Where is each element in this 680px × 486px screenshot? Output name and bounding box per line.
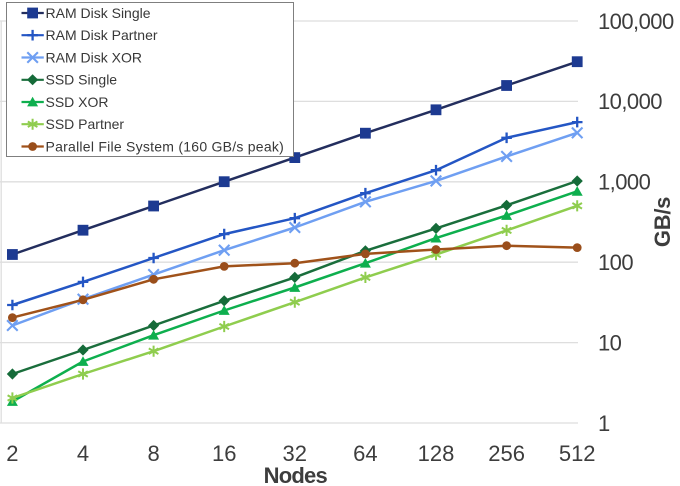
svg-text:2: 2 [6,441,18,466]
svg-text:Nodes: Nodes [264,463,328,486]
svg-text:SSD Single: SSD Single [46,72,118,88]
svg-text:256: 256 [488,441,525,466]
svg-text:RAM Disk Single: RAM Disk Single [46,5,151,21]
svg-text:SSD XOR: SSD XOR [46,94,109,110]
svg-text:1,000: 1,000 [598,170,651,195]
svg-text:RAM Disk Partner: RAM Disk Partner [46,27,158,43]
svg-text:RAM Disk XOR: RAM Disk XOR [46,49,142,65]
svg-text:16: 16 [212,441,236,466]
svg-text:1: 1 [598,411,610,436]
svg-text:8: 8 [147,441,159,466]
svg-text:512: 512 [559,441,596,466]
svg-text:GB/s: GB/s [650,197,675,247]
svg-text:128: 128 [418,441,455,466]
svg-text:4: 4 [77,441,89,466]
svg-text:Parallel File System (160 GB/s: Parallel File System (160 GB/s peak) [46,138,285,154]
svg-text:100: 100 [598,250,633,275]
svg-text:100,000: 100,000 [598,9,674,34]
svg-text:64: 64 [353,441,377,466]
svg-text:SSD Partner: SSD Partner [46,116,125,132]
svg-text:10,000: 10,000 [598,89,662,114]
svg-text:10: 10 [598,330,622,355]
svg-text:32: 32 [283,441,307,466]
